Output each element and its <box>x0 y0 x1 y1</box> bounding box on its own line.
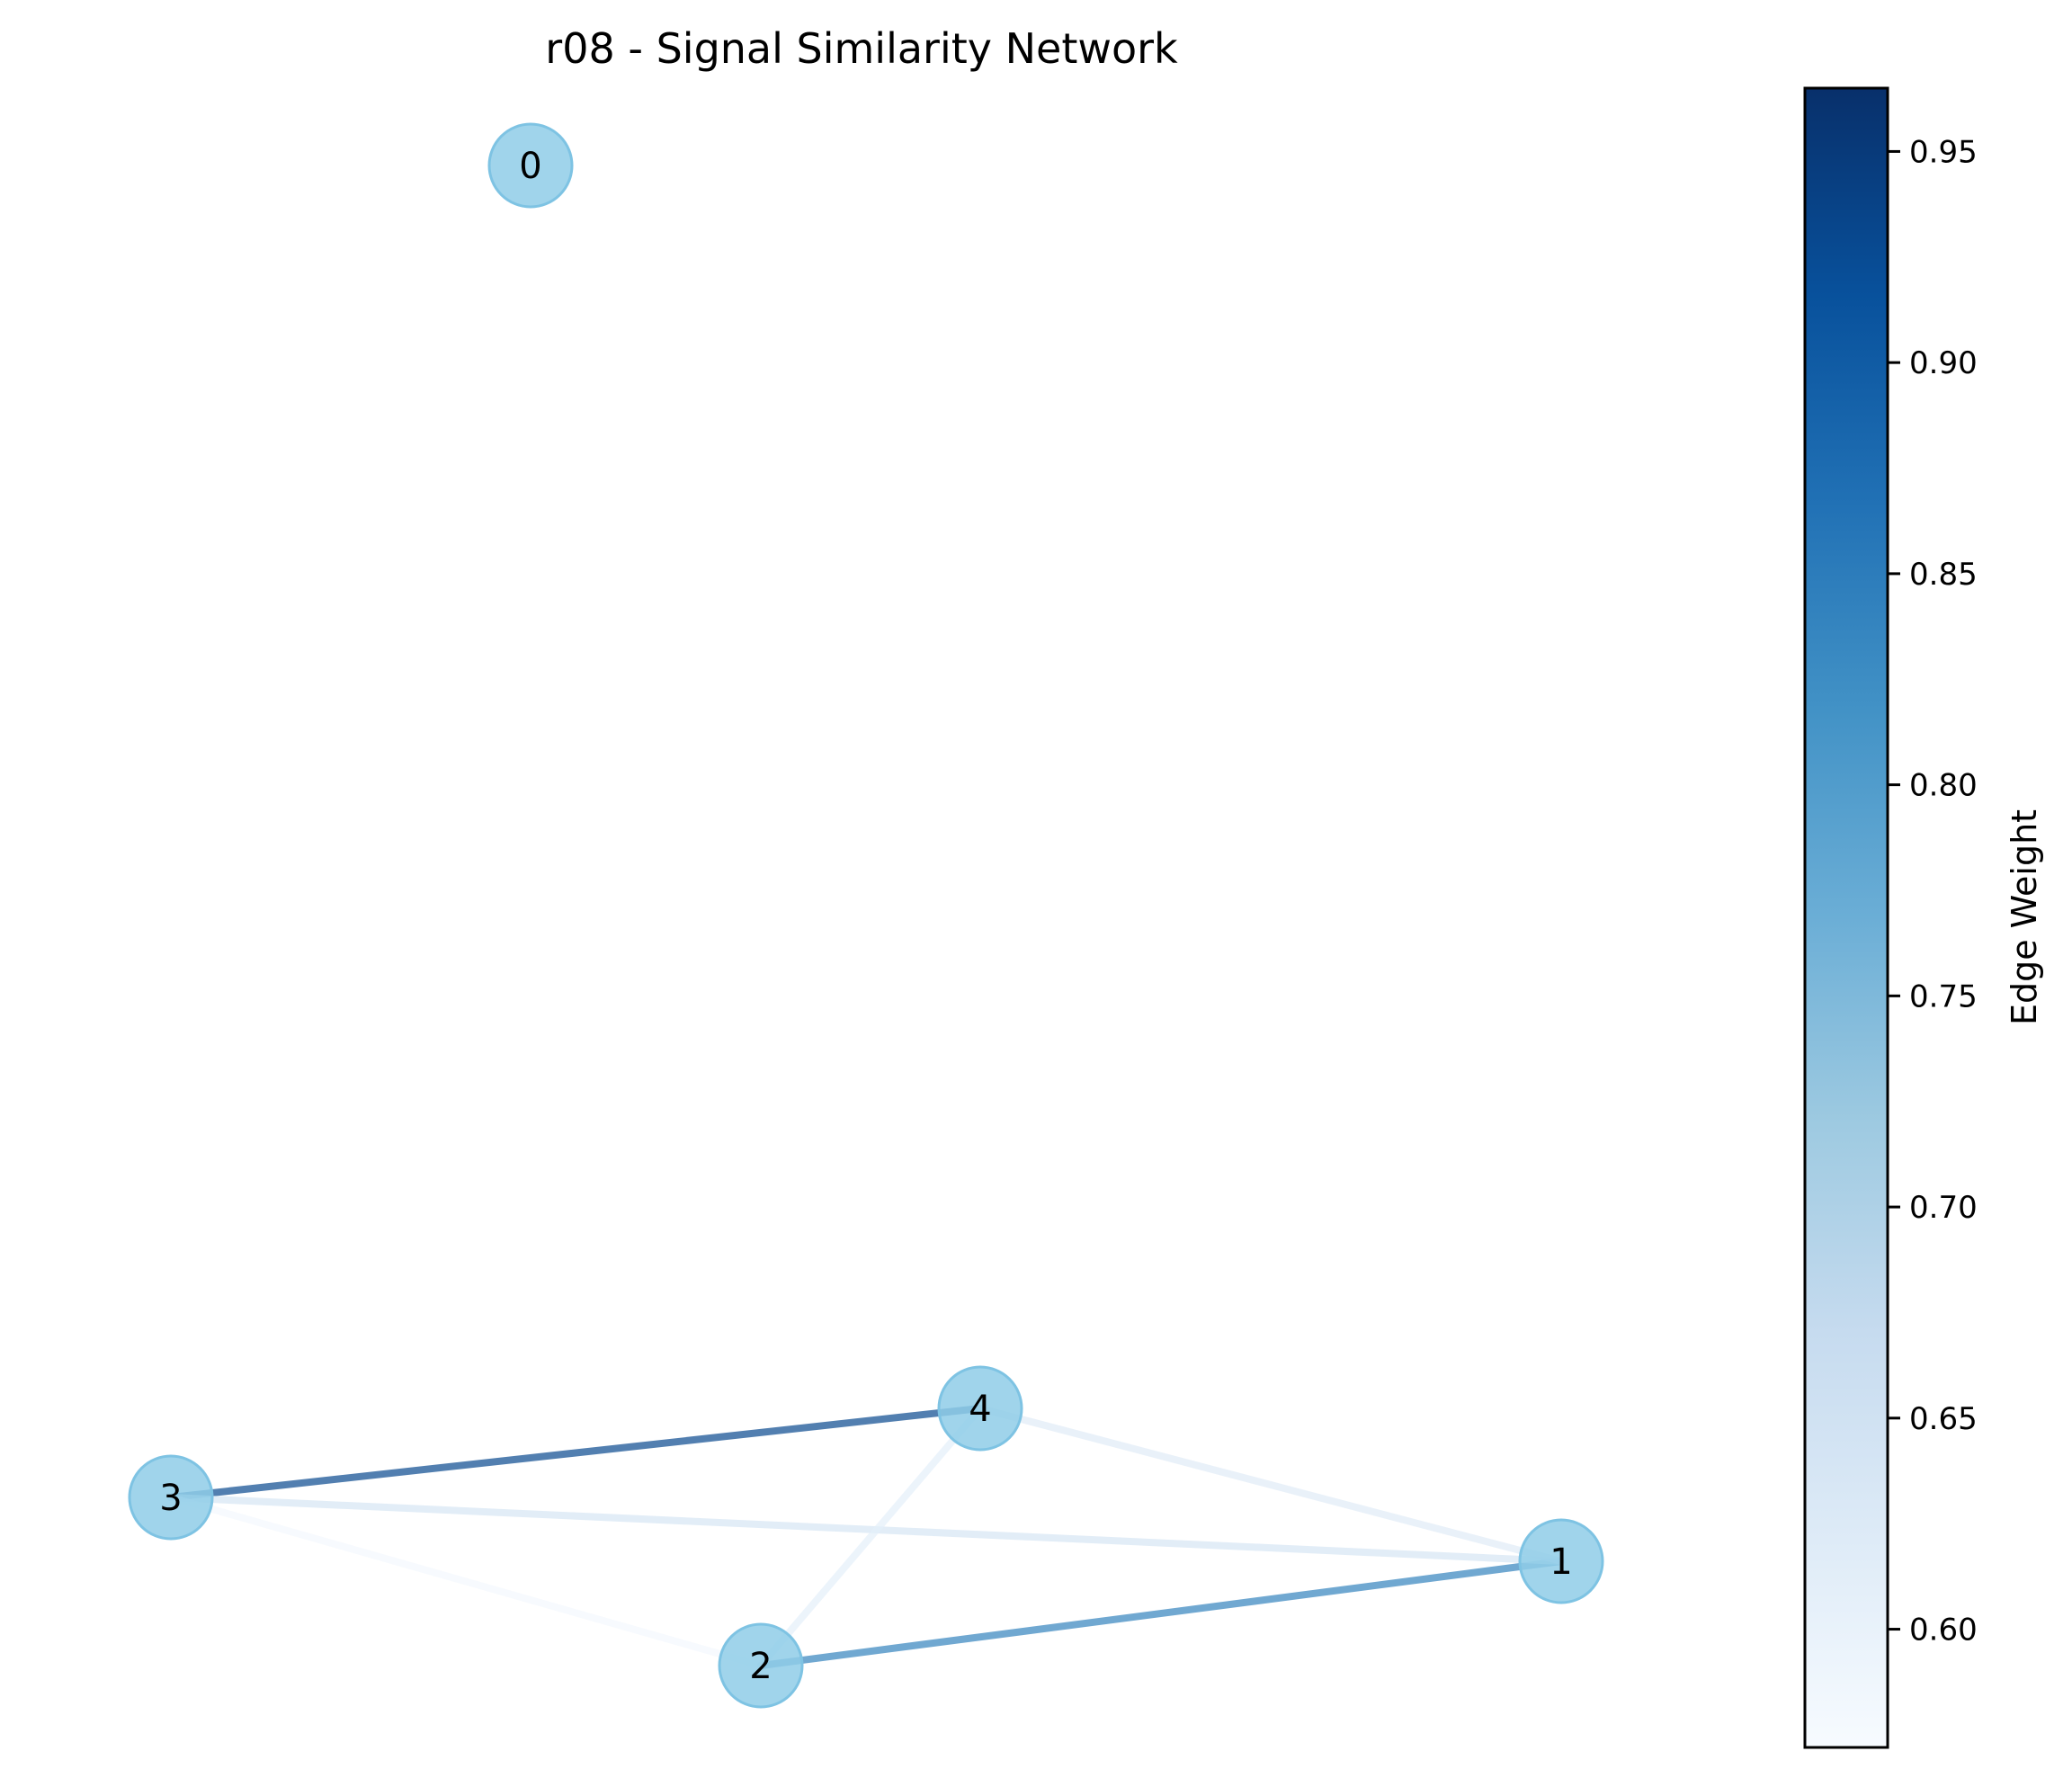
colorbar-tick-label: 0.85 <box>1909 557 1978 593</box>
colorbar: 0.60 0.65 0.70 0.75 0.80 0.85 0.90 0.95 Edge We… <box>1803 86 2044 1749</box>
node-label: 3 <box>159 1478 182 1519</box>
node-label: 0 <box>519 146 541 187</box>
colorbar-label: Edge Weight <box>2005 809 2044 1025</box>
node-1: 1 <box>1518 1518 1604 1604</box>
colorbar-tick-label: 0.90 <box>1909 345 1978 381</box>
node-circle <box>487 122 574 209</box>
node-2: 2 <box>718 1622 804 1709</box>
edge-2-4 <box>757 1405 984 1669</box>
node-circle <box>128 1454 214 1541</box>
node-label: 4 <box>969 1389 991 1430</box>
colorbar-tick-label: 0.75 <box>1909 978 1978 1014</box>
node-4: 4 <box>937 1365 1023 1452</box>
edge-3-1 <box>167 1494 1565 1565</box>
colorbar-tick-label: 0.60 <box>1909 1613 1978 1648</box>
colorbar-tick-label: 0.80 <box>1909 768 1978 804</box>
node-label: 2 <box>749 1646 772 1687</box>
colorbar-tick-label: 0.95 <box>1909 134 1978 170</box>
node-0: 0 <box>487 122 574 209</box>
colorbar-tick-label: 0.65 <box>1909 1401 1978 1437</box>
colorbar-ticks: 0.60 0.65 0.70 0.75 0.80 0.85 0.90 0.95 <box>1888 134 1978 1648</box>
edges-layer <box>167 1405 1565 1669</box>
colorbar-tick-label: 0.70 <box>1909 1190 1978 1226</box>
chart-title: r08 - Signal Similarity Network <box>545 24 1178 73</box>
nodes-layer: 0 1 2 3 4 <box>128 122 1604 1709</box>
colorbar-gradient <box>1803 86 1889 1749</box>
edge-3-4 <box>167 1405 984 1501</box>
node-circle <box>1518 1518 1604 1604</box>
edge-3-2 <box>167 1494 764 1669</box>
node-circle <box>718 1622 804 1709</box>
node-label: 1 <box>1550 1541 1572 1583</box>
node-circle <box>937 1365 1023 1452</box>
node-3: 3 <box>128 1454 214 1541</box>
edge-2-1 <box>757 1558 1565 1669</box>
edge-4-1 <box>977 1405 1565 1565</box>
